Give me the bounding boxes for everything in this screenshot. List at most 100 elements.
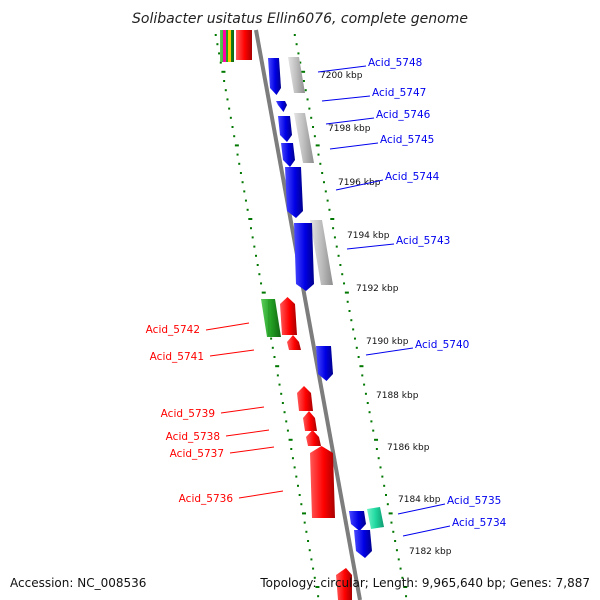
gene-label-acid_5738[interactable]: Acid_5738 [166, 431, 220, 443]
track-dot [350, 319, 353, 322]
track-dot [295, 43, 298, 46]
track-dot [399, 567, 402, 570]
gene-label-leader [220, 406, 265, 414]
gene-label-acid_5742[interactable]: Acid_5742 [146, 324, 200, 336]
gene-label-acid_5744[interactable]: Acid_5744 [385, 171, 440, 183]
track-dot [343, 282, 346, 285]
track-dot [335, 245, 338, 248]
track-dot [322, 181, 325, 184]
gene-arrow-acid_5742[interactable] [280, 297, 297, 335]
gene-arrow-acid_5734[interactable] [354, 530, 372, 558]
green-feature-track [261, 299, 281, 337]
track-dot [379, 466, 382, 469]
gene-label-leader [317, 65, 367, 73]
track-dot [359, 365, 364, 368]
track-dot [301, 70, 306, 73]
kbp-tick-label: 7196 kbp [338, 178, 381, 188]
gene-label-leader [225, 429, 270, 437]
track-dot [238, 162, 241, 165]
gene-label-acid_5737[interactable]: Acid_5737 [170, 448, 224, 460]
track-dot [332, 227, 335, 230]
track-dot [395, 549, 398, 552]
track-dot [352, 328, 355, 331]
gene-arrow-acid_5745[interactable] [281, 143, 295, 167]
track-dot [249, 227, 252, 230]
gene-label-leader [209, 349, 255, 357]
track-dot [231, 126, 234, 128]
track-dot [241, 181, 244, 184]
track-dot [328, 208, 331, 211]
gene-arrow-acid_5736[interactable] [310, 446, 335, 518]
gene-label-acid_5736[interactable]: Acid_5736 [179, 493, 234, 505]
track-dot [366, 402, 369, 404]
gene-label-leader [229, 446, 275, 454]
gene-label-acid_5734[interactable]: Acid_5734 [452, 517, 507, 529]
gene-label-acid_5741[interactable]: Acid_5741 [150, 351, 204, 363]
track-dot [297, 52, 300, 55]
track-dot [375, 448, 378, 450]
track-dot [219, 61, 222, 64]
track-dot [333, 236, 336, 239]
kbp-tick-label: 7198 kbp [328, 124, 371, 134]
gene-arrow-acid_5737[interactable] [306, 430, 321, 446]
gray-feature-track [288, 57, 333, 285]
track-dot [281, 402, 284, 404]
track-dot [306, 98, 309, 101]
track-dot [239, 172, 242, 174]
track-dot [344, 291, 349, 294]
outer-tick-track-right [293, 34, 408, 598]
gene-label-acid_5748[interactable]: Acid_5748 [368, 57, 422, 69]
genome-backbone [254, 29, 362, 600]
track-dot [273, 356, 276, 358]
kbp-tick-label: 7200 kbp [320, 71, 363, 81]
track-dot [317, 153, 320, 156]
track-dot [275, 365, 280, 368]
gene-label-leader [335, 179, 384, 191]
track-dot [324, 190, 327, 193]
gene-label-acid_5743[interactable]: Acid_5743 [396, 235, 450, 247]
track-dot [321, 172, 324, 174]
gene-arrow-acid_5738[interactable] [303, 411, 317, 431]
map-title: Solibacter usitatus Ellin6076, complete … [132, 11, 468, 27]
track-dot [305, 530, 308, 533]
track-dot [312, 567, 315, 570]
track-dot [303, 521, 306, 524]
gene-label-acid_5747[interactable]: Acid_5747 [372, 87, 426, 99]
gene-label-acid_5739[interactable]: Acid_5739 [161, 408, 215, 420]
track-dot [295, 475, 298, 478]
track-dot [291, 457, 294, 460]
track-dot [244, 199, 247, 202]
track-dot [276, 374, 279, 377]
track-dot [271, 346, 274, 349]
gene-arrow-acid_5747[interactable] [276, 101, 287, 112]
gene-arrow-acid_5741[interactable] [287, 335, 301, 350]
track-dot [226, 98, 229, 101]
track-dot [339, 264, 342, 266]
gene-label-acid_5745[interactable]: Acid_5745 [380, 134, 434, 146]
track-dot [307, 540, 310, 542]
track-dot [214, 34, 217, 36]
gene-arrow-acid_5735[interactable] [349, 511, 366, 531]
gene-label-acid_5740[interactable]: Acid_5740 [415, 339, 469, 351]
track-dot [299, 61, 302, 64]
gene-arrow-acid_5739[interactable] [297, 386, 313, 411]
track-dot [221, 70, 226, 73]
track-dot [310, 116, 313, 119]
track-dot [383, 484, 386, 487]
track-dot [364, 392, 367, 395]
gene-arrow-acid_5746[interactable] [278, 116, 292, 142]
track-dot [223, 80, 226, 82]
track-dot [258, 273, 261, 276]
gene-arrow-acid_5748[interactable] [268, 58, 281, 95]
gene-label-leader [205, 322, 250, 331]
gene-arrow-acid_5743[interactable] [294, 223, 314, 291]
gene-label-acid_5746[interactable]: Acid_5746 [376, 109, 431, 121]
gene-label-acid_5735[interactable]: Acid_5735 [447, 495, 501, 507]
gene-arrows [268, 58, 384, 558]
gene-arrow-acid_5744[interactable] [285, 167, 303, 218]
track-dot [218, 52, 221, 55]
track-dot [224, 89, 227, 92]
gene-label-leader [329, 142, 379, 150]
gene-arrow-acid_5740[interactable] [316, 346, 333, 381]
gene-label-leader [397, 503, 446, 515]
